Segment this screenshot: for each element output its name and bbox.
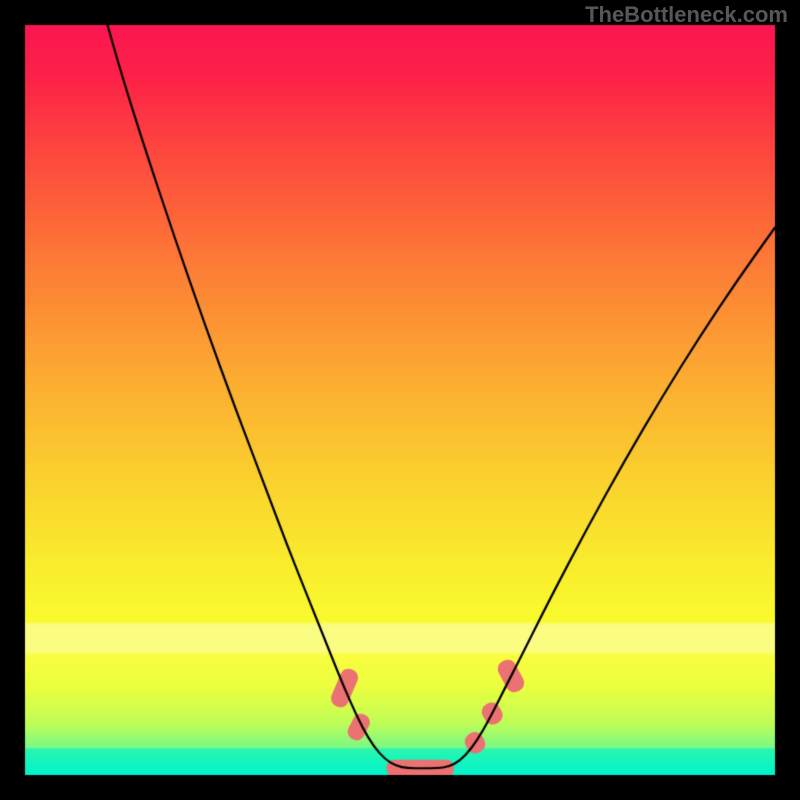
bottleneck-curve-chart: [0, 0, 800, 800]
chart-stage: TheBottleneck.com: [0, 0, 800, 800]
